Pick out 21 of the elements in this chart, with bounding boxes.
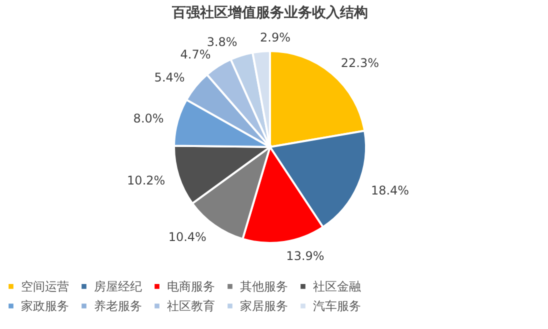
data-label: 18.4% (370, 184, 410, 198)
legend-label: 房屋经纪 (94, 279, 142, 294)
legend-label: 空间运营 (21, 279, 69, 294)
data-label: 10.2% (127, 173, 166, 188)
legend-label: 家政服务 (21, 299, 69, 313)
data-label: 4.7% (180, 47, 211, 62)
data-label: 3.8% (206, 34, 238, 49)
data-label: 22.3% (340, 56, 380, 70)
legend-label: 社区教育 (167, 299, 215, 313)
data-label: 13.9% (286, 248, 324, 263)
legend-label: 家居服务 (240, 299, 288, 313)
data-label: 10.4% (168, 230, 206, 244)
legend-label: 汽车服务 (313, 299, 361, 313)
chart-title: 百强社区增值服务业务收入结构 (171, 5, 368, 21)
legend-label: 其他服务 (240, 279, 288, 294)
data-label: 5.4% (154, 70, 185, 84)
legend-label: 社区金融 (313, 279, 361, 294)
legend-label: 养老服务 (94, 299, 142, 313)
legend-label: 电商服务 (167, 279, 215, 294)
data-label: 2.9% (260, 30, 290, 44)
data-label: 8.0% (133, 111, 164, 126)
